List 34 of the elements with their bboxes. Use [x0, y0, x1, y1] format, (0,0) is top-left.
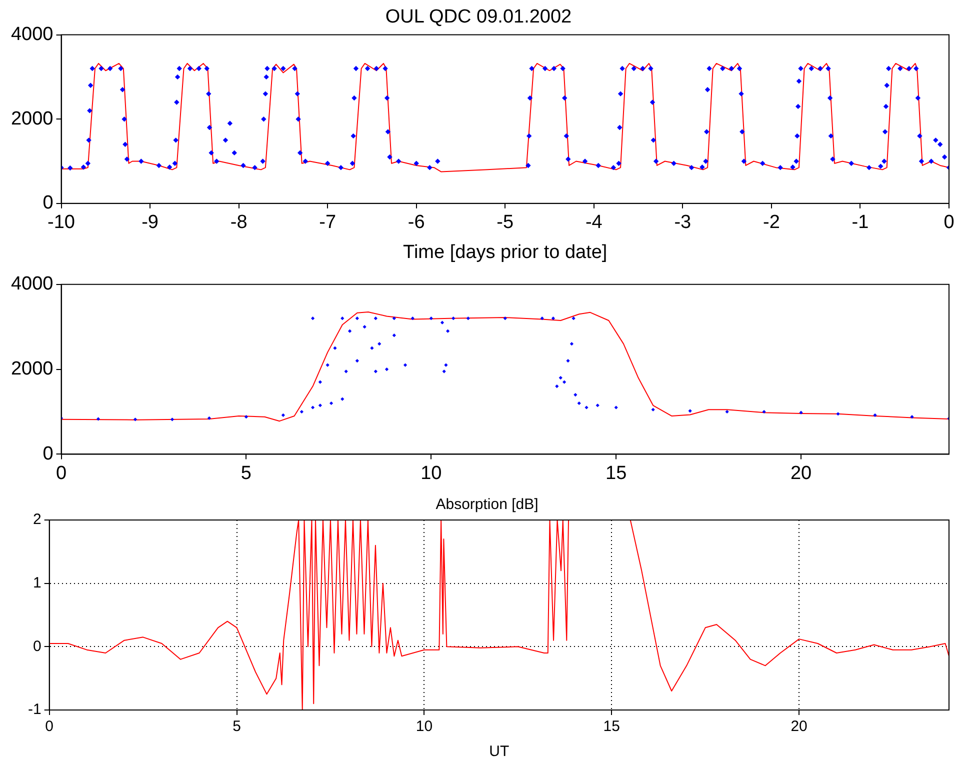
x-tick-label: 20	[790, 718, 808, 736]
y-tick-label: -1	[28, 701, 42, 718]
chart-title: Absorption [dB]	[436, 496, 538, 514]
x-tick-label: 15	[603, 718, 620, 736]
y-tick-label: 0	[42, 443, 54, 464]
y-tick-label: 1	[32, 574, 42, 592]
x-tick-label: 5	[232, 718, 241, 736]
x-tick-label: -4	[585, 212, 603, 234]
x-tick-label: 10	[416, 718, 433, 736]
x-tick-label: -7	[319, 212, 336, 234]
y-tick-label: 2000	[10, 108, 54, 130]
x-tick-label: 0	[56, 462, 67, 484]
y-tick-label: 0	[32, 638, 42, 655]
x-tick-label: -6	[408, 212, 425, 234]
x-tick-label: 15	[606, 462, 627, 484]
x-tick-label: -10	[48, 212, 75, 234]
x-tick-label: -8	[230, 212, 248, 234]
y-tick-label: 4000	[10, 24, 54, 46]
y-tick-label: 4000	[10, 274, 54, 295]
x-tick-label: -5	[496, 212, 514, 234]
x-tick-label: -1	[852, 212, 869, 234]
x-tick-label: 20	[790, 462, 812, 484]
x-tick-label: 10	[420, 462, 442, 484]
x-tick-label: -9	[142, 212, 158, 234]
y-tick-label: 2000	[10, 358, 54, 380]
y-tick-label: 2	[32, 511, 42, 528]
chart-title: OUL QDC 09.01.2002	[385, 6, 572, 28]
x-axis-title: Time [days prior to date]	[403, 242, 608, 263]
x-axis-title: UT	[489, 743, 510, 760]
x-tick-label: -2	[763, 212, 780, 234]
x-tick-label: 0	[944, 212, 954, 234]
x-tick-label: -3	[674, 212, 692, 234]
x-tick-label: 5	[240, 462, 252, 484]
y-tick-label: 0	[42, 192, 54, 214]
